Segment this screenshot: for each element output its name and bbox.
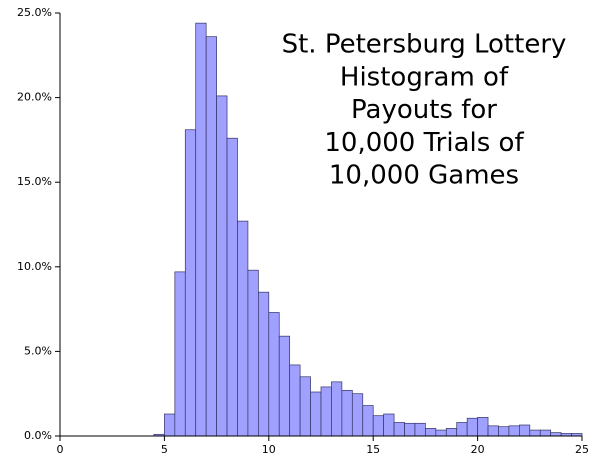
histogram-bar [205,36,217,437]
y-tick-label: 5.0% [24,344,52,357]
histogram-bar [362,405,374,437]
y-tick-label: 25.0% [17,6,52,19]
y-tick-label: 20.0% [17,91,52,104]
y-tick-label: 15.0% [17,175,52,188]
histogram-bar [226,137,238,437]
histogram-bar [425,428,437,437]
histogram-bar [477,417,489,437]
chart-title: 10,000 Trials of [324,128,524,158]
histogram-bar [216,95,228,437]
histogram-bar [498,426,510,437]
histogram-bar [247,269,259,437]
x-tick-label: 0 [57,443,64,456]
histogram-bar [278,335,291,437]
histogram-bar [310,391,322,437]
histogram-bar [519,424,531,437]
histogram-bar [508,425,520,437]
histogram-bar [341,389,353,437]
histogram-bar [164,413,176,437]
histogram-bar [404,422,416,437]
histogram-bar [466,417,478,437]
histogram-bar [383,413,395,437]
x-tick-label: 20 [471,443,485,456]
x-tick-label: 15 [366,443,380,456]
histogram-bar [184,129,197,437]
y-tick-label: 10.0% [17,260,52,273]
histogram-bar [529,429,541,437]
histogram-bar [414,422,426,437]
x-tick-label: 25 [575,443,589,456]
chart-title: St. Petersburg Lottery [282,30,567,60]
histogram-bar [445,428,458,437]
histogram-bar [351,393,364,437]
histogram-bar [299,376,311,437]
histogram-bar [289,364,301,437]
histogram-bar [237,220,249,437]
histogram-bar [195,22,207,437]
histogram-bar [331,381,343,437]
histogram-bar [320,386,332,437]
chart-title: Payouts for [351,95,497,125]
histogram-bar [393,422,405,437]
histogram-bar [435,429,447,437]
x-tick-label: 10 [262,443,276,456]
histogram-bar [174,271,186,437]
histogram-bar [550,432,562,437]
histogram-bar [268,312,280,437]
histogram-bar [456,422,468,437]
x-tick-label: 5 [161,443,168,456]
histogram-bar [258,291,270,437]
chart-title: Histogram of [340,62,509,92]
y-tick-label: 0.0% [24,429,52,442]
histogram-bar [539,429,552,437]
histogram-bar [487,425,499,437]
histogram-bar [372,415,384,437]
chart-title: 10,000 Games [329,161,519,191]
